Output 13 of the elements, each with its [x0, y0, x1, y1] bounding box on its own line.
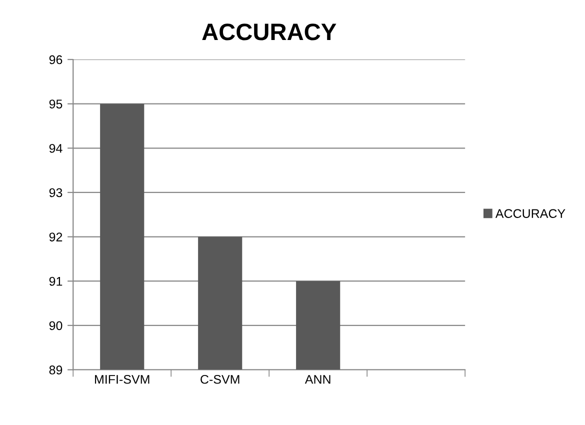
y-tick-label: 91 [49, 276, 62, 286]
y-tick-label: 96 [49, 55, 62, 64]
legend-label: ACCURACY [495, 209, 566, 218]
y-tick-label: 90 [49, 321, 62, 330]
y-tick-label: 93 [49, 188, 62, 198]
y-tick-label: 94 [49, 144, 62, 153]
chart-title: ACCURACY [202, 24, 336, 40]
y-tick-label: 92 [49, 232, 62, 242]
y-tick-label: 95 [49, 100, 62, 108]
x-tick-label: C-SVM [200, 374, 240, 384]
y-tick-label: 89 [49, 366, 62, 374]
x-tick-label: ANN [304, 375, 330, 384]
x-tick-label: MIFI-SVM [95, 374, 150, 384]
